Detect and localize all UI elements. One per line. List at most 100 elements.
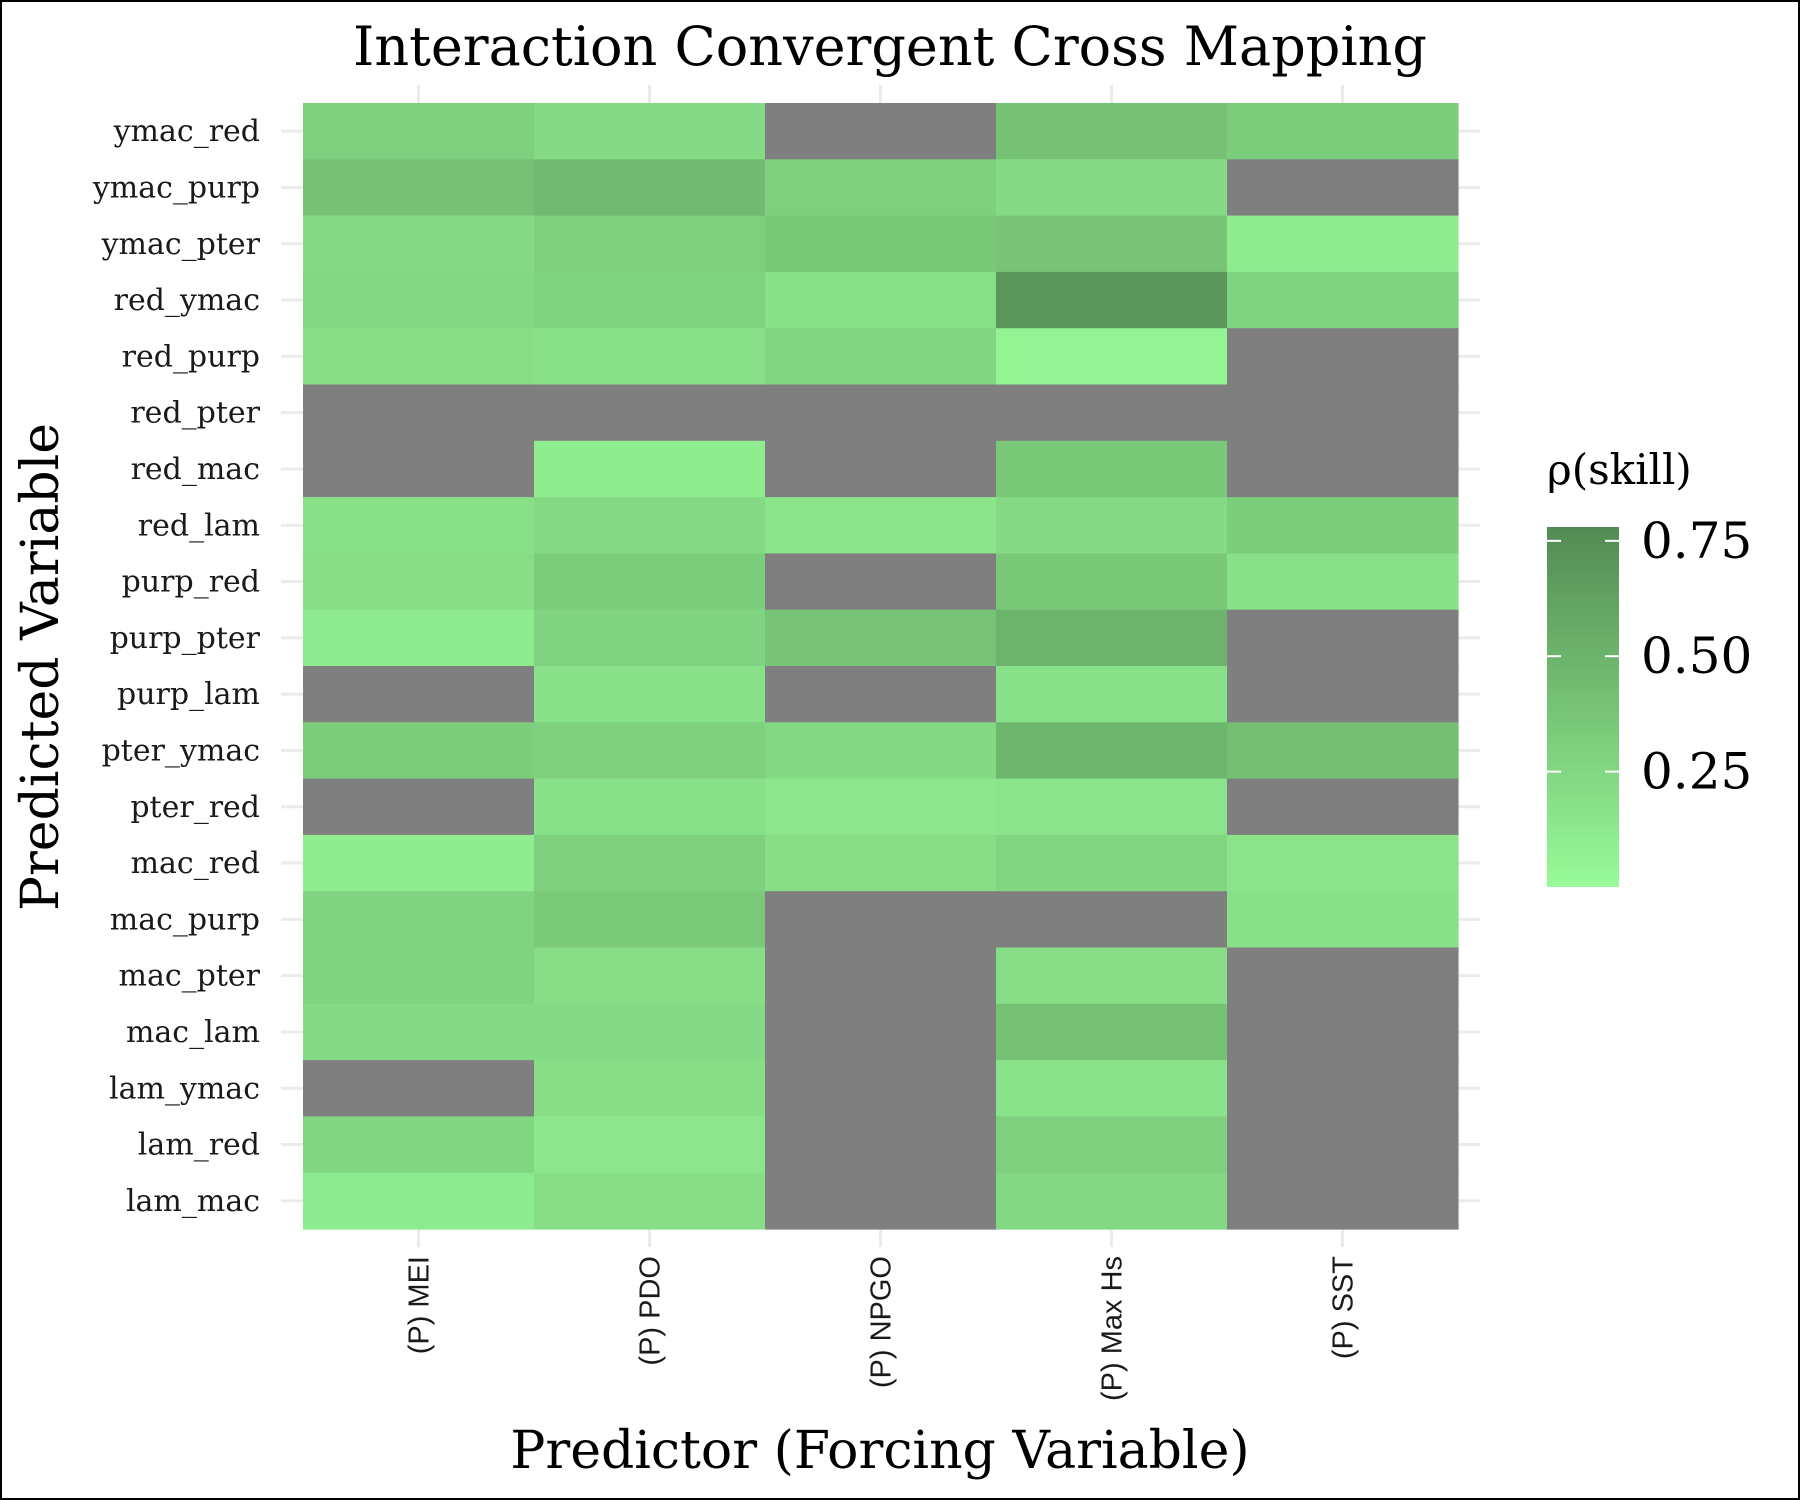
heatmap-cell (534, 159, 766, 217)
heatmap-cell (1227, 1003, 1459, 1061)
heatmap-cell (1227, 947, 1459, 1005)
heatmap-cell (534, 1116, 766, 1174)
y-tick-label: ymac_red (113, 114, 260, 149)
heatmap-cell (534, 215, 766, 273)
y-tick-label: lam_red (138, 1128, 260, 1163)
heatmap-cell (765, 159, 997, 217)
heatmap-cell (765, 553, 997, 611)
heatmap-cell (1227, 834, 1459, 892)
heatmap-cell (1227, 609, 1459, 667)
heatmap-cell (303, 384, 535, 442)
heatmap-cell (996, 666, 1228, 723)
heatmap-cell (303, 215, 535, 273)
heatmap-cell (996, 271, 1228, 329)
x-tick-label: (P) SST (1328, 1256, 1360, 1359)
heatmap-cells (303, 103, 1459, 1230)
heatmap-cell (996, 553, 1228, 611)
y-tick-label: mac_pter (119, 959, 261, 994)
heatmap-cell (303, 553, 535, 611)
legend-ticks: 0.25 0.50 0.75 (1547, 512, 1752, 801)
heatmap-cell (996, 609, 1228, 667)
heatmap-cell (303, 722, 535, 780)
heatmap-cell (1227, 440, 1459, 498)
heatmap-cell (534, 1003, 766, 1061)
heatmap-cell (534, 1172, 766, 1230)
x-tick-label: (P) NPGO (866, 1256, 898, 1388)
heatmap-cell (303, 1003, 535, 1061)
y-tick-label: lam_mac (126, 1184, 260, 1219)
y-tick-label: mac_lam (126, 1015, 260, 1050)
heatmap-cell (303, 159, 535, 217)
heatmap-cell (303, 666, 535, 723)
heatmap-cell (996, 159, 1228, 217)
heatmap-cell (303, 497, 535, 554)
y-tick-label: purp_pter (110, 621, 261, 656)
heatmap-cell (534, 384, 766, 442)
heatmap-cell (534, 440, 766, 498)
x-tick-labels: (P) MEI (P) PDO (P) NPGO (P) Max Hs (P) SST (404, 1256, 1360, 1401)
heatmap-cell (996, 722, 1228, 780)
heatmap-cell (534, 497, 766, 554)
heatmap-cell (765, 103, 997, 160)
heatmap-cell (765, 215, 997, 273)
heatmap-cell (996, 1060, 1228, 1117)
heatmap-cell (765, 1003, 997, 1061)
legend-tick-label: 0.50 (1641, 627, 1752, 685)
heatmap-cell (996, 440, 1228, 498)
y-tick-labels: ymac_red ymac_purp ymac_pter red_ymac red_pu… (92, 114, 261, 1219)
x-tick-label: (P) Max Hs (1097, 1256, 1129, 1401)
legend-colorbar (1547, 527, 1619, 887)
y-tick-label: red_lam (138, 508, 260, 543)
heatmap-cell (303, 947, 535, 1005)
heatmap-cell (765, 440, 997, 498)
heatmap-cell (1227, 497, 1459, 554)
heatmap-cell (765, 271, 997, 329)
heatmap-cell (996, 1172, 1228, 1230)
heatmap-cell (303, 103, 535, 160)
y-tick-label: red_purp (122, 339, 260, 374)
heatmap-cell (1227, 778, 1459, 836)
heatmap-cell (534, 834, 766, 892)
heatmap-cell (534, 891, 766, 949)
heatmap-cell (996, 103, 1228, 160)
x-axis-label: Predictor (Forcing Variable) (510, 1421, 1249, 1481)
heatmap-cell (996, 384, 1228, 442)
y-tick-label: mac_purp (110, 902, 260, 937)
y-tick-label: pter_red (130, 790, 260, 825)
legend-tick-label: 0.25 (1641, 743, 1752, 801)
y-tick-label: red_ymac (114, 283, 260, 318)
chart-title: Interaction Convergent Cross Mapping (353, 15, 1427, 78)
heatmap-cell (534, 1060, 766, 1117)
heatmap-cell (1227, 271, 1459, 329)
heatmap-cell (534, 778, 766, 836)
heatmap-cell (534, 722, 766, 780)
heatmap-cell (996, 1116, 1228, 1174)
heatmap-cell (765, 1060, 997, 1117)
color-legend: ρ(skill) 0.25 0.50 0.75 (1547, 445, 1752, 887)
heatmap-cell (996, 497, 1228, 554)
heatmap-cell (765, 328, 997, 386)
heatmap-cell (765, 1116, 997, 1174)
x-tick-label: (P) PDO (635, 1256, 667, 1366)
heatmap-cell (1227, 891, 1459, 949)
legend-title: ρ(skill) (1547, 445, 1692, 494)
heatmap-cell (765, 778, 997, 836)
heatmap-cell (303, 1172, 535, 1230)
heatmap-cell (303, 891, 535, 949)
heatmap-cell (1227, 1172, 1459, 1230)
y-axis-label: Predicted Variable (11, 423, 71, 911)
heatmap-cell (1227, 384, 1459, 442)
heatmap-cell (996, 947, 1228, 1005)
y-tick-label: ymac_purp (92, 170, 260, 205)
heatmap-cell (1227, 722, 1459, 780)
heatmap-cell (1227, 159, 1459, 217)
heatmap-cell (1227, 103, 1459, 160)
heatmap-cell (534, 103, 766, 160)
heatmap-cell (303, 328, 535, 386)
y-tick-label: purp_red (122, 565, 260, 600)
y-tick-label: pter_ymac (102, 733, 260, 768)
heatmap-cell (1227, 328, 1459, 386)
heatmap-cell (303, 834, 535, 892)
heatmap-cell (996, 328, 1228, 386)
heatmap-cell (534, 271, 766, 329)
